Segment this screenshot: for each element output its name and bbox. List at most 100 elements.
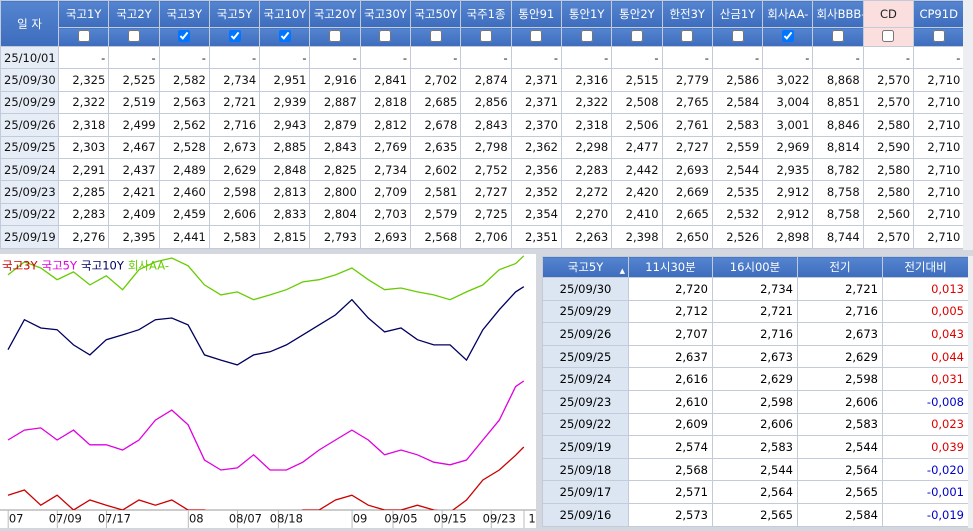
checkbox[interactable] — [480, 29, 493, 42]
data-row[interactable]: 25/09/26 2,318 2,499 2,562 2,716 2,943 2,879 2,… — [0, 113, 965, 137]
date-cell: 25/09/16 — [542, 502, 629, 527]
column-header[interactable]: 회사BBB- — [812, 0, 864, 28]
value-cell: 2,582 — [158, 68, 210, 92]
data-row[interactable]: 25/09/24 2,616 2,629 2,598 0,031 — [542, 367, 969, 391]
data-row[interactable]: 25/09/25 2,303 2,467 2,528 2,673 2,885 2,843 2,… — [0, 135, 965, 159]
x-tick-label: 1 — [528, 512, 535, 526]
checkbox[interactable] — [379, 29, 392, 42]
data-row[interactable]: 25/09/22 2,283 2,409 2,459 2,606 2,833 2,804 2,… — [0, 202, 965, 227]
column-header[interactable]: 국고5Y ▲ — [542, 256, 629, 278]
column-header[interactable]: 한전3Y — [661, 0, 713, 28]
column-header[interactable]: 통안91 — [510, 0, 562, 28]
date-cell: 25/09/26 — [0, 113, 59, 137]
checkbox[interactable] — [228, 29, 241, 42]
checkbox-row — [1, 27, 965, 47]
date-cell: 25/09/23 — [0, 180, 59, 204]
date-header[interactable]: 일 자 — [0, 0, 59, 47]
data-row[interactable]: 25/09/26 2,707 2,716 2,673 0,043 — [542, 322, 969, 346]
checkbox[interactable] — [681, 29, 694, 42]
column-header[interactable]: 국고3Y — [158, 0, 210, 28]
data-row[interactable]: 25/09/22 2,609 2,606 2,583 0,023 — [542, 412, 969, 437]
date-cell: 25/09/18 — [542, 457, 629, 482]
checkbox[interactable] — [278, 29, 291, 42]
value-cell: 0,044 — [882, 344, 969, 369]
column-header[interactable]: 국고1Y — [57, 0, 110, 28]
checkbox[interactable] — [882, 29, 895, 42]
checkbox-cell — [510, 27, 562, 47]
checkbox[interactable] — [580, 29, 593, 42]
column-header[interactable]: 국고2Y — [108, 0, 160, 28]
value-cell: 2,798 — [460, 135, 512, 159]
data-row[interactable]: 25/09/18 2,568 2,544 2,564 -0,020 — [542, 457, 969, 482]
checkbox[interactable] — [731, 29, 744, 42]
checkbox[interactable] — [329, 29, 342, 42]
checkbox[interactable] — [932, 29, 945, 42]
value-cell: 2,721 — [712, 299, 798, 324]
checkbox-cell — [560, 27, 613, 47]
value-cell: 2,841 — [359, 68, 412, 92]
value-cell: 2,508 — [611, 90, 663, 115]
value-cell: 2,721 — [797, 277, 883, 301]
scrollbar[interactable] — [963, 0, 973, 250]
column-header[interactable]: 전기 — [797, 256, 883, 278]
data-row[interactable]: 25/09/23 2,285 2,421 2,460 2,598 2,813 2,800 2,… — [0, 180, 965, 204]
checkbox[interactable] — [781, 29, 794, 42]
value-cell: 2,710 — [913, 202, 965, 227]
data-row[interactable]: 25/09/29 2,322 2,519 2,563 2,721 2,939 2,887 2,… — [0, 90, 965, 115]
column-header[interactable]: 16시00분 — [712, 256, 798, 278]
column-header[interactable]: 국고20Y — [309, 0, 361, 28]
column-header[interactable]: 회사AA- — [762, 0, 814, 28]
value-cell: 2,727 — [661, 135, 713, 159]
data-row[interactable]: 25/09/25 2,637 2,673 2,629 0,044 — [542, 344, 969, 369]
value-cell: - — [711, 45, 764, 70]
column-header[interactable]: 11시30분 — [628, 256, 713, 278]
column-header[interactable]: 산금1Y — [711, 0, 764, 28]
table-body: 25/09/30 2,720 2,734 2,721 0,013 25/09/29 2,71… — [542, 277, 969, 527]
plot — [7, 255, 525, 510]
value-cell: 2,371 — [510, 68, 562, 92]
column-header[interactable]: 통안1Y — [560, 0, 613, 28]
data-row[interactable]: 25/09/29 2,712 2,721 2,716 0,005 — [542, 299, 969, 324]
x-tick-label: 07 — [9, 512, 24, 526]
column-header[interactable]: 국고10Y — [259, 0, 311, 28]
data-row[interactable]: 25/09/19 2,574 2,583 2,544 0,039 — [542, 435, 969, 459]
checkbox-cell — [812, 27, 864, 47]
value-cell: 2,590 — [862, 135, 915, 159]
checkbox[interactable] — [127, 29, 140, 42]
checkbox[interactable] — [77, 29, 90, 42]
column-header[interactable]: 국고5Y — [208, 0, 261, 28]
column-header[interactable]: CD — [862, 0, 915, 28]
value-cell: 2,441 — [158, 225, 210, 249]
value-cell: 2,815 — [259, 225, 311, 249]
column-header[interactable]: CP91D — [913, 0, 965, 28]
value-cell: 2,673 — [797, 322, 883, 346]
checkbox[interactable] — [630, 29, 643, 42]
data-row[interactable]: 25/10/01- - - - - - - - - - - - - - - - - - — [0, 45, 965, 70]
table-body: 25/10/01- - - - - - - - - - - - - - - - - -25/09/30 2,325 2… — [0, 45, 965, 249]
column-header[interactable]: 전기대비 — [882, 256, 969, 278]
data-row[interactable]: 25/09/23 2,610 2,598 2,606 -0,008 — [542, 389, 969, 414]
checkbox[interactable] — [178, 29, 191, 42]
checkbox[interactable] — [530, 29, 543, 42]
checkbox[interactable] — [429, 29, 442, 42]
column-header[interactable]: 국고30Y — [359, 0, 412, 28]
data-row[interactable]: 25/09/19 2,276 2,395 2,441 2,583 2,815 2,793 2,… — [0, 225, 965, 249]
data-row[interactable]: 25/09/24 2,291 2,437 2,489 2,629 2,848 2,825 2,… — [0, 157, 965, 182]
checkbox[interactable] — [832, 29, 845, 42]
value-cell: 2,584 — [797, 502, 883, 527]
value-cell: 2,370 — [510, 113, 562, 137]
data-row[interactable]: 25/09/17 2,571 2,564 2,565 -0,001 — [542, 480, 969, 504]
data-row[interactable]: 25/09/16 2,573 2,565 2,584 -0,019 — [542, 502, 969, 527]
scrollbar[interactable] — [968, 256, 973, 528]
data-row[interactable]: 25/09/30 2,720 2,734 2,721 0,013 — [542, 277, 969, 301]
value-cell: 2,291 — [57, 157, 110, 182]
value-cell: 2,519 — [108, 90, 160, 115]
value-cell: 2,843 — [309, 135, 361, 159]
column-header[interactable]: 국고50Y — [410, 0, 462, 28]
column-header[interactable]: 국주1종 — [460, 0, 512, 28]
checkbox-cell — [460, 27, 512, 47]
data-row[interactable]: 25/09/30 2,325 2,525 2,582 2,734 2,951 2,916 2,… — [0, 68, 965, 92]
value-cell: 2,610 — [628, 389, 713, 414]
column-header[interactable]: 통안2Y — [611, 0, 663, 28]
value-cell: 2,263 — [560, 225, 613, 249]
